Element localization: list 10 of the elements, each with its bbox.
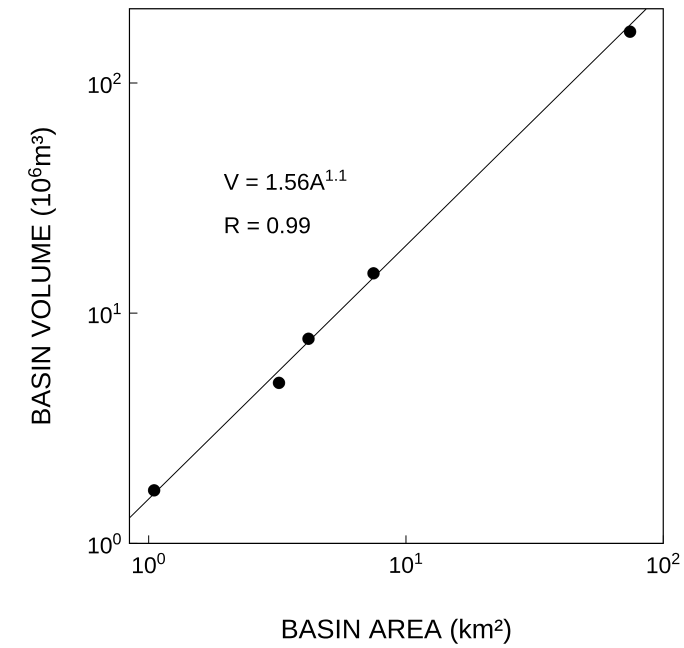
annotation: V = 1.56A$^{1.1}$	[224, 170, 346, 190]
y-tick-label: 10$^{2}$	[88, 72, 121, 94]
y-axis-title: BASIN VOLUME (10$^{6}$m³)	[28, 128, 56, 424]
x-tick-label: 10$^{2}$	[648, 552, 680, 574]
x-axis-title: BASIN AREA (km²)	[282, 618, 510, 644]
y-tick-label: 10$^{1}$	[88, 302, 121, 324]
x-tick-label: 10$^{0}$	[132, 552, 165, 574]
y-tick-label: 10$^{0}$	[88, 533, 121, 554]
x-tick-label: 10$^{1}$	[390, 552, 422, 573]
annotation: R = 0.99	[226, 217, 310, 234]
